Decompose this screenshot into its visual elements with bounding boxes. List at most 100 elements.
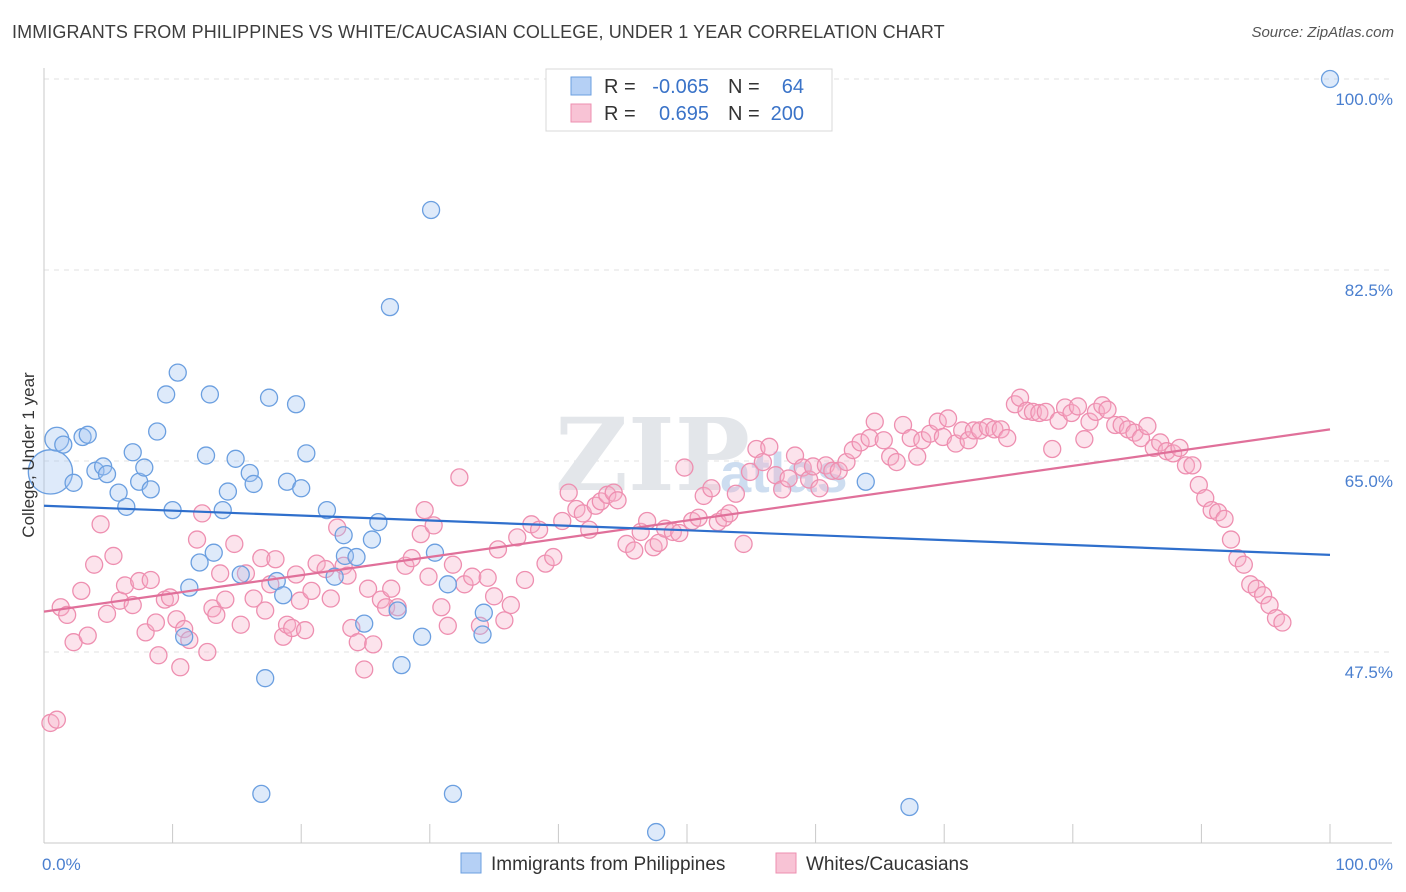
y-tick-label-0: 100.0% xyxy=(1335,90,1393,109)
whites-point-166 xyxy=(1075,430,1094,449)
whites-point-57 xyxy=(364,635,383,654)
whites-point-17 xyxy=(146,613,166,632)
chart-title: IMMIGRANTS FROM PHILIPPINES VS WHITE/CAU… xyxy=(12,22,945,42)
legend-n-label-2: N = xyxy=(728,103,760,125)
philippines-point-49 xyxy=(388,601,407,620)
philippines-point-10 xyxy=(117,497,136,516)
legend-r-value-2: 0.695 xyxy=(659,103,709,125)
whites-point-54 xyxy=(348,633,367,652)
whites-point-149 xyxy=(964,421,983,440)
whites-point-81 xyxy=(515,570,535,590)
whites-point-41 xyxy=(277,615,297,634)
philippines-point-42 xyxy=(334,526,353,545)
whites-point-30 xyxy=(211,564,230,583)
philippines-point-44 xyxy=(347,547,366,567)
whites-point-167 xyxy=(1080,412,1099,431)
whites-point-32 xyxy=(225,534,244,554)
whites-point-183 xyxy=(1183,456,1202,475)
whites-point-24 xyxy=(180,630,199,650)
whites-point-27 xyxy=(198,642,217,662)
whites-point-190 xyxy=(1228,548,1247,568)
y-tick-label-2: 65.0% xyxy=(1345,472,1393,491)
philippines-point-35 xyxy=(274,586,293,605)
legend-box xyxy=(545,68,833,132)
whites-point-71 xyxy=(450,468,469,487)
philippines-point-9 xyxy=(109,483,128,502)
philippines-trend-line xyxy=(43,504,1331,556)
philippines-point-61 xyxy=(1320,69,1340,89)
philippines-point-27 xyxy=(226,449,245,468)
whites-point-160 xyxy=(1036,402,1055,422)
philippines-point-22 xyxy=(196,446,216,465)
source-label: Source: ZipAtlas.com xyxy=(1251,24,1394,41)
whites-point-60 xyxy=(382,579,401,598)
whites-point-105 xyxy=(675,458,694,477)
philippines-point-28 xyxy=(231,565,250,584)
y-tick-labels: 100.0% 82.5% 65.0% 47.5% xyxy=(1335,90,1393,682)
philippines-point-51 xyxy=(412,627,432,646)
whites-point-158 xyxy=(1023,402,1043,422)
whites-point-161 xyxy=(1043,439,1062,459)
philippines-point-15 xyxy=(148,422,167,441)
whites-point-118 xyxy=(760,437,779,456)
philippines-point-25 xyxy=(213,500,232,520)
series-whites-points xyxy=(41,388,1292,733)
whites-point-189 xyxy=(1221,530,1241,549)
philippines-point-18 xyxy=(168,363,187,382)
whites-point-64 xyxy=(411,524,430,544)
philippines-point-47 xyxy=(369,512,388,532)
whites-point-114 xyxy=(734,534,753,554)
philippines-point-41 xyxy=(325,567,344,586)
whites-point-10 xyxy=(104,546,123,566)
whites-point-168 xyxy=(1086,402,1106,422)
whites-point-85 xyxy=(544,547,563,567)
philippines-point-52 xyxy=(421,200,441,220)
bottom-legend-philippines: Immigrants from Philippines xyxy=(491,854,725,875)
philippines-point-59 xyxy=(856,472,875,491)
philippines-point-57 xyxy=(473,625,492,644)
whites-point-135 xyxy=(874,431,893,450)
philippines-point-29 xyxy=(240,463,259,483)
philippines-point-26 xyxy=(218,482,238,501)
bottom-legend: Immigrants from Philippines Whites/Cauca… xyxy=(460,852,969,875)
bottom-legend-whites: Whites/Caucasians xyxy=(806,854,969,875)
whites-point-193 xyxy=(1247,579,1266,598)
whites-point-104 xyxy=(670,523,689,543)
axes xyxy=(43,68,1392,844)
whites-point-145 xyxy=(938,409,958,428)
philippines-point-20 xyxy=(180,578,199,597)
whites-point-113 xyxy=(726,484,746,503)
whites-point-5 xyxy=(72,581,91,601)
whites-point-13 xyxy=(123,595,142,615)
whites-point-165 xyxy=(1068,397,1088,416)
whites-point-140 xyxy=(908,447,927,466)
whites-point-26 xyxy=(193,504,212,523)
whites-point-68 xyxy=(432,598,451,617)
philippines-point-54 xyxy=(438,575,457,594)
whites-point-187 xyxy=(1208,503,1228,522)
whites-trend-line xyxy=(43,428,1331,613)
whites-point-79 xyxy=(501,595,520,615)
philippines-point-45 xyxy=(355,614,374,633)
whites-point-109 xyxy=(702,479,721,498)
philippines-point-38 xyxy=(292,479,311,498)
legend-r-value-1: -0.065 xyxy=(652,76,709,98)
whites-point-80 xyxy=(508,528,527,547)
whites-point-9 xyxy=(97,604,117,623)
philippines-point-24 xyxy=(204,543,223,562)
whites-point-16 xyxy=(141,570,160,590)
top-legend: R = -0.065 N = 64 R = 0.695 N = 200 xyxy=(545,68,833,132)
philippines-point-16 xyxy=(157,385,176,404)
whites-point-66 xyxy=(419,567,438,586)
whites-point-31 xyxy=(216,590,235,609)
whites-point-23 xyxy=(175,619,194,639)
whites-point-197 xyxy=(1273,613,1292,632)
whites-point-29 xyxy=(207,605,226,625)
whites-point-12 xyxy=(115,576,135,595)
x-tick-labels: 0.0% 100.0% xyxy=(42,855,1393,874)
whites-point-121 xyxy=(779,469,798,488)
philippines-point-23 xyxy=(200,385,220,404)
philippines-point-50 xyxy=(392,655,411,675)
philippines-point-19 xyxy=(175,627,194,646)
